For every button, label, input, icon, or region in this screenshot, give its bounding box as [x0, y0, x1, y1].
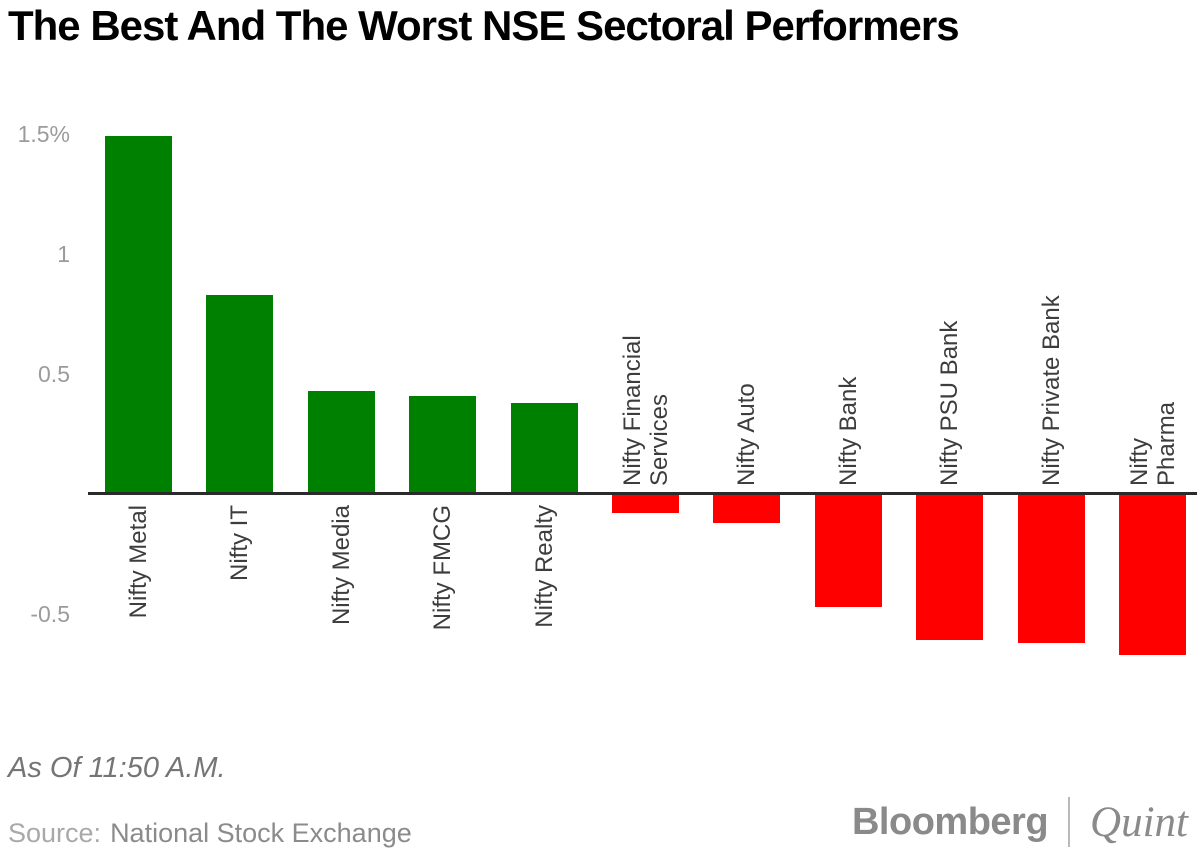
as-of-timestamp: As Of 11:50 A.M.: [8, 752, 226, 784]
chart-title: The Best And The Worst NSE Sectoral Perf…: [8, 2, 960, 49]
logo-divider: [1068, 797, 1071, 847]
source-value: National Stock Exchange: [110, 818, 412, 848]
category-label-nifty-pharma: Nifty Pharma: [1125, 401, 1180, 486]
source-label: Source:: [8, 818, 102, 848]
y-axis-tick-label: 0.5: [38, 361, 70, 387]
bar-nifty-realty: [510, 402, 578, 494]
category-label-nifty-bank: Nifty Bank: [834, 376, 862, 486]
bar-nifty-it: [206, 294, 274, 494]
bar-nifty-metal: [105, 136, 172, 494]
y-axis-tick-label: 1.5%: [17, 121, 70, 147]
bloomberg-wordmark: Bloomberg: [851, 800, 1049, 843]
category-label-nifty-psu-bank: Nifty PSU Bank: [936, 320, 964, 486]
category-label-nifty-private-bank: Nifty Private Bank: [1037, 295, 1065, 486]
bar-nifty-auto: [713, 494, 781, 523]
y-axis-tick-label: 1: [57, 241, 70, 267]
bar-nifty-pharma: [1119, 494, 1186, 655]
bar-nifty-bank: [814, 494, 882, 607]
bar-nifty-fmcg: [409, 395, 477, 494]
category-label-nifty-realty: Nifty Realty: [530, 505, 558, 628]
bar-nifty-private-bank: [1017, 494, 1085, 643]
x-axis-line: [88, 492, 1197, 495]
category-label-nifty-it: Nifty IT: [226, 505, 254, 581]
category-label-nifty-fmcg: Nifty FMCG: [429, 505, 457, 631]
source-line: Source: National Stock Exchange: [8, 818, 412, 849]
category-label-nifty-metal: Nifty Metal: [125, 505, 152, 619]
bar-nifty-psu-bank: [916, 494, 984, 641]
y-axis-tick-label: -0.5: [30, 601, 70, 627]
quint-wordmark: Quint: [1090, 798, 1188, 846]
category-label-nifty-auto: Nifty Auto: [733, 383, 761, 486]
category-label-nifty-financial-services: Nifty Financial Services: [618, 335, 673, 486]
bloomberg-quint-logo: Bloomberg Quint: [852, 794, 1188, 850]
bar-nifty-media: [307, 390, 375, 494]
bar-nifty-financial-services: [612, 494, 679, 514]
category-label-nifty-media: Nifty Media: [327, 505, 355, 626]
